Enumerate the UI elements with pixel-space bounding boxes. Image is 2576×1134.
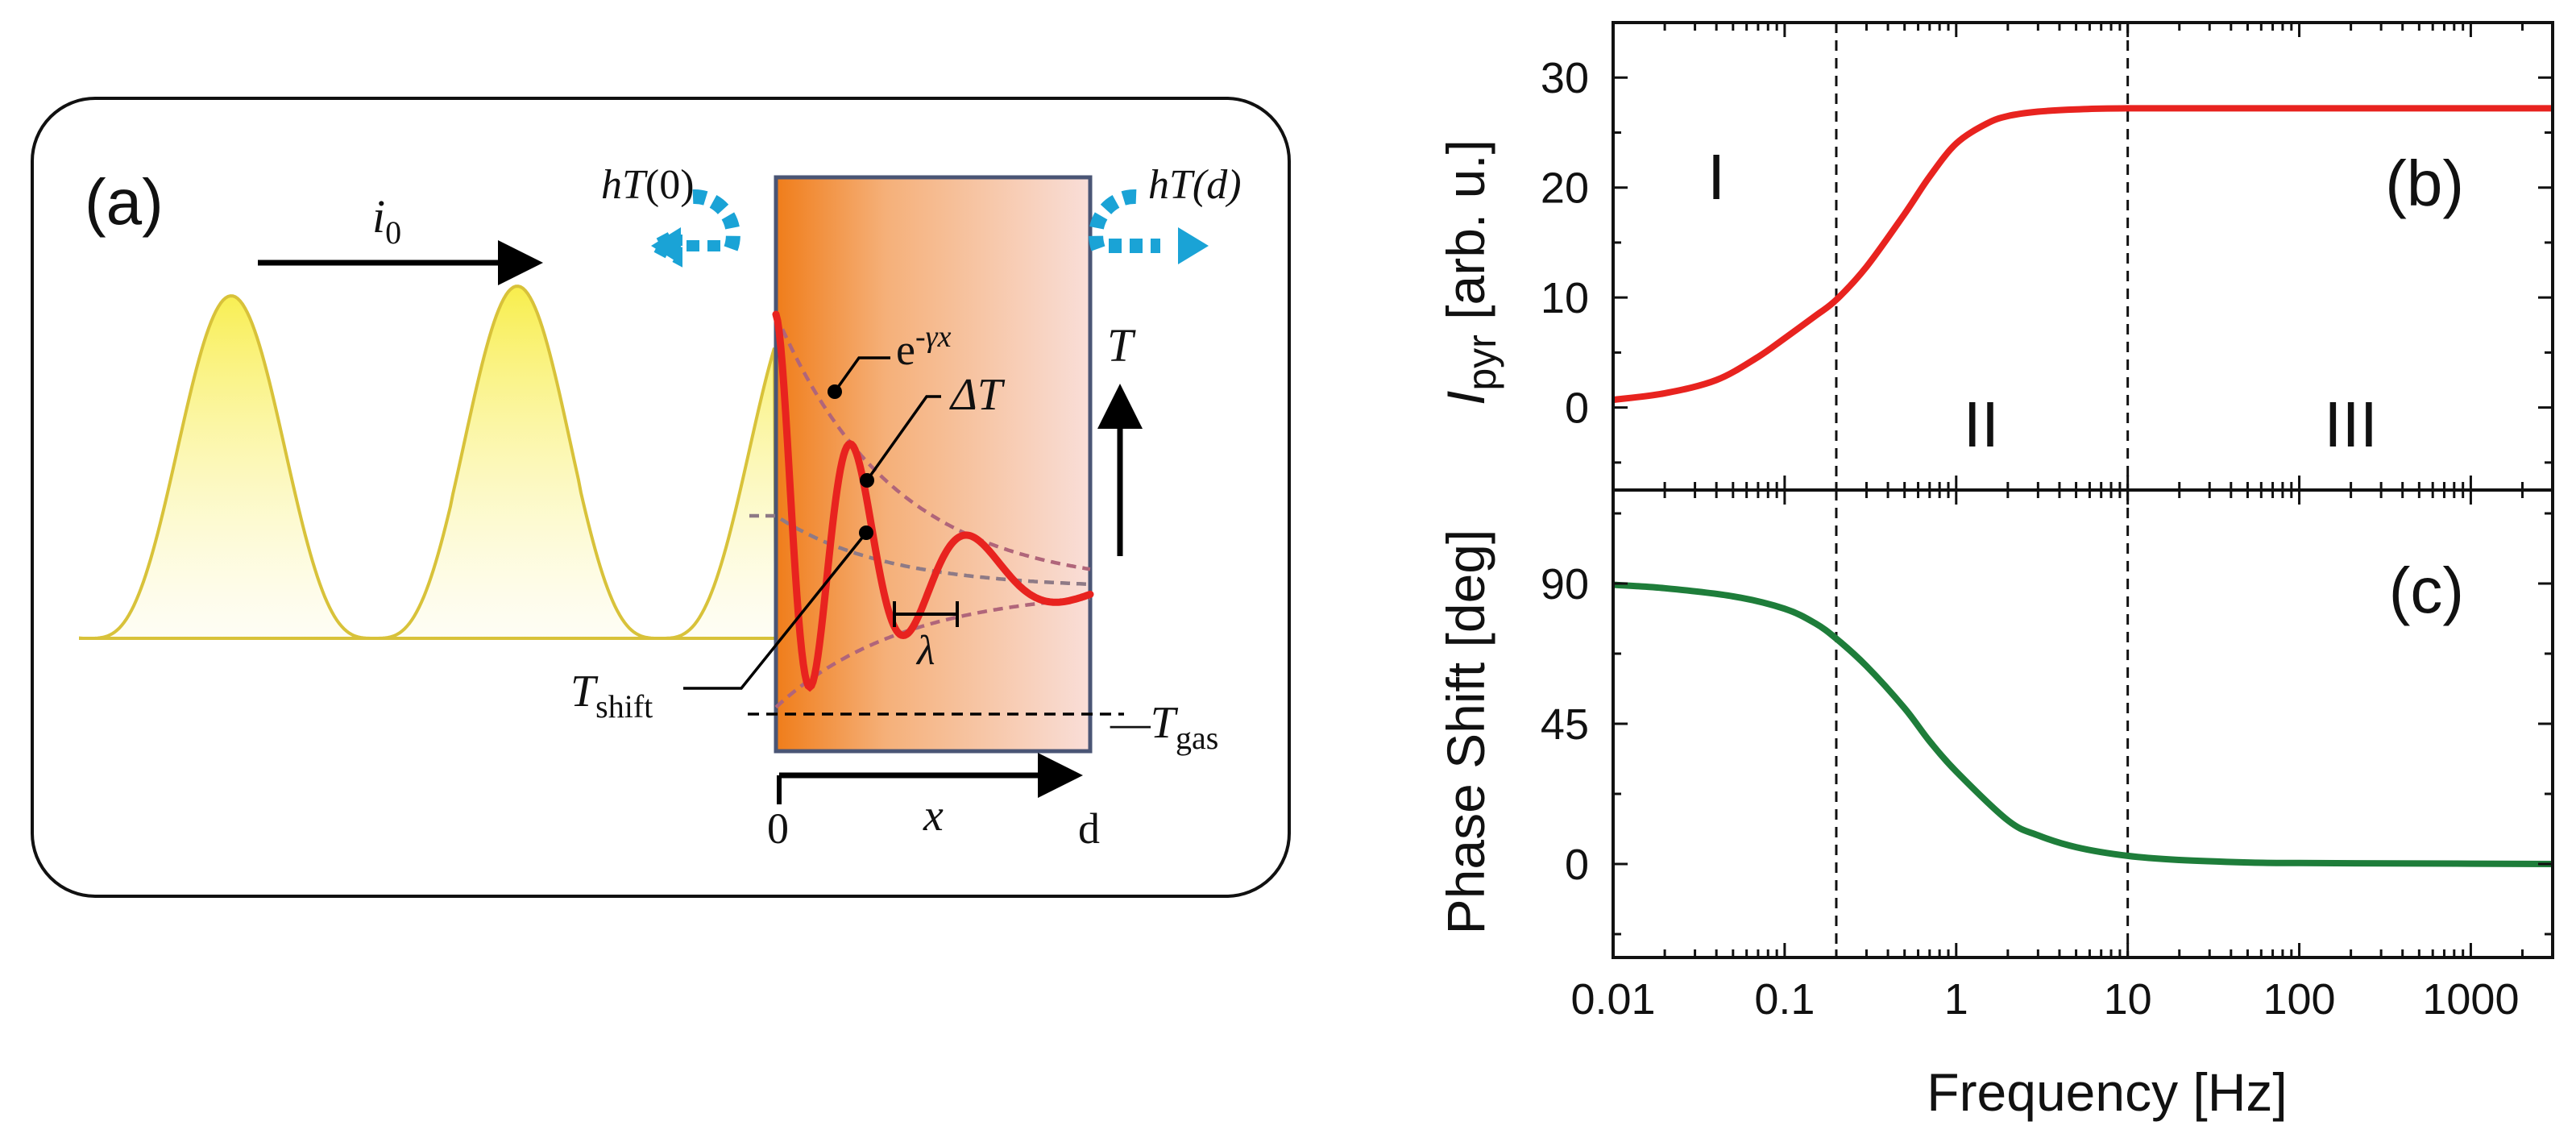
chart-b-ticks: 0 10 20 30	[1541, 21, 2554, 490]
tshift-label: Tshift	[570, 667, 653, 725]
shift-line	[749, 513, 1090, 587]
heat-loss-right-icon	[1089, 189, 1209, 264]
y-tick-label: 0	[1565, 384, 1589, 433]
y-tick-label: 90	[1541, 560, 1589, 609]
region-label: II	[1964, 388, 1999, 460]
chart-b-regions: III III	[1707, 141, 2378, 460]
chart-c-panel-label: (c)	[2389, 555, 2464, 626]
chart-b-vlines	[1835, 23, 2130, 490]
y-tick-label: 30	[1541, 54, 1589, 102]
chart-c-ticks: 0.01 0.1 1 10 100 1000 0 45 90	[1541, 490, 2554, 1024]
chart-c-y-axis-label: Phase Shift [deg]	[1436, 530, 1495, 935]
chart-c-vlines	[1835, 490, 2130, 957]
y-tick-label: 45	[1541, 700, 1589, 749]
t-axis-label: T	[1107, 319, 1136, 372]
y-tick-label: 0	[1565, 841, 1589, 889]
sample-slab	[774, 175, 1093, 754]
chart-b-frame	[1612, 21, 2554, 492]
loss-right-label: hT(d)	[1148, 162, 1242, 208]
x-tick-label: 1000	[2422, 975, 2519, 1024]
envelope-upper	[774, 314, 1091, 571]
envelope-lower	[774, 596, 1091, 709]
loss-left-label: hT(0)	[601, 162, 695, 208]
heat-loss-left-icon	[642, 189, 740, 268]
chart-b-y-axis-label: Ipyr [arb. u.]	[1436, 139, 1504, 405]
region-label: I	[1707, 141, 1725, 213]
y-tick-label: 20	[1541, 164, 1589, 213]
x-tick-label: 0.01	[1570, 975, 1655, 1024]
x-tick-label: 10	[2104, 975, 2152, 1024]
delta-t-label: ΔT	[949, 370, 1006, 420]
x-tick-label: 100	[2263, 975, 2335, 1024]
y-tick-label: 10	[1541, 274, 1589, 322]
chart-b-panel-label: (b)	[2385, 147, 2464, 219]
x-start-label: 0	[767, 804, 789, 853]
x-tick-label: 1	[1944, 975, 1968, 1024]
chart-b-series-line	[1612, 105, 2553, 404]
panel-a-schematic: (a) i0 hT(0) hT(d) —Tgas	[31, 97, 1291, 898]
light-wave	[79, 285, 778, 640]
wavelength-label: λ	[915, 628, 935, 674]
tgas-label: —Tgas	[1110, 698, 1218, 756]
chart-c-series-line	[1612, 581, 2553, 867]
panel-bc-charts: 0 10 20 30 0.01 0.1 1 10 100 1000 0 45 90 (b) (c) I…	[1436, 21, 2554, 1122]
envelope-label: e-γx	[896, 320, 952, 374]
region-label: III	[2324, 388, 2378, 460]
x-axis-label: x	[923, 791, 944, 841]
temperature-wave	[772, 310, 1094, 692]
incident-label: i0	[372, 190, 401, 251]
panel-a-label: (a)	[85, 166, 164, 238]
chart-x-axis-label: Frequency [Hz]	[1927, 1062, 2288, 1122]
x-end-label: d	[1078, 804, 1100, 853]
x-tick-label: 0.1	[1754, 975, 1815, 1024]
